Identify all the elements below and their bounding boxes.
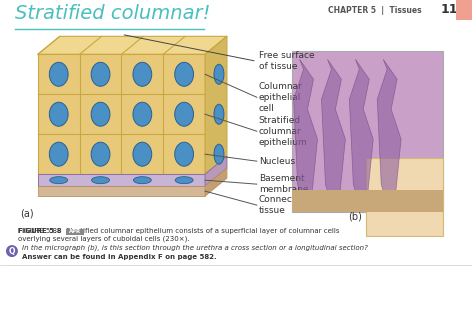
Ellipse shape xyxy=(91,177,109,184)
Text: Answer can be found in Appendix F on page 582.: Answer can be found in Appendix F on pag… xyxy=(22,254,217,260)
Bar xyxy=(292,51,443,212)
Ellipse shape xyxy=(175,177,193,184)
Text: Basement
membrane: Basement membrane xyxy=(259,174,308,194)
Text: Connective
tissue: Connective tissue xyxy=(259,195,310,215)
Polygon shape xyxy=(205,168,227,196)
Polygon shape xyxy=(38,174,205,186)
Text: FIGURE 5.8: FIGURE 5.8 xyxy=(18,228,62,234)
Bar xyxy=(292,190,443,212)
Text: CHAPTER 5  |  Tissues: CHAPTER 5 | Tissues xyxy=(328,6,422,15)
Polygon shape xyxy=(38,54,205,174)
Bar xyxy=(366,158,443,236)
Text: (b): (b) xyxy=(348,211,362,221)
Text: Q: Q xyxy=(9,247,15,256)
Polygon shape xyxy=(321,59,346,204)
Circle shape xyxy=(6,245,18,257)
Ellipse shape xyxy=(133,142,152,166)
Ellipse shape xyxy=(175,142,193,166)
Ellipse shape xyxy=(91,142,110,166)
Ellipse shape xyxy=(50,177,68,184)
Ellipse shape xyxy=(91,62,110,86)
FancyBboxPatch shape xyxy=(456,0,472,20)
Polygon shape xyxy=(38,36,227,54)
Text: Free surface
of tissue: Free surface of tissue xyxy=(259,51,314,71)
Polygon shape xyxy=(205,36,227,174)
Text: In the micrograph (b), is this section through the urethra a cross section or a : In the micrograph (b), is this section t… xyxy=(22,245,368,251)
Polygon shape xyxy=(38,186,205,196)
Ellipse shape xyxy=(91,102,110,126)
Text: 111: 111 xyxy=(441,4,467,16)
Polygon shape xyxy=(377,59,401,204)
Ellipse shape xyxy=(214,144,224,164)
Ellipse shape xyxy=(49,142,68,166)
Polygon shape xyxy=(205,156,227,186)
Text: Columnar
epithelial
cell: Columnar epithelial cell xyxy=(259,82,303,113)
Text: FIGURE 5.8    Stratified columnar epithelium consists of a superficial layer of : FIGURE 5.8 Stratified columnar epitheliu… xyxy=(18,228,339,241)
Text: APR: APR xyxy=(69,229,81,234)
Bar xyxy=(66,229,83,235)
Polygon shape xyxy=(349,59,373,204)
Ellipse shape xyxy=(175,62,193,86)
Ellipse shape xyxy=(214,64,224,84)
Ellipse shape xyxy=(175,102,193,126)
Ellipse shape xyxy=(133,102,152,126)
Text: (a): (a) xyxy=(20,208,34,218)
Ellipse shape xyxy=(133,62,152,86)
Text: Stratified
columnar
epithelium: Stratified columnar epithelium xyxy=(259,115,308,147)
Polygon shape xyxy=(293,59,318,204)
Ellipse shape xyxy=(49,62,68,86)
Ellipse shape xyxy=(133,177,151,184)
Text: Stratified columnar!: Stratified columnar! xyxy=(15,4,210,23)
Text: Nucleus: Nucleus xyxy=(259,157,295,166)
Ellipse shape xyxy=(214,104,224,124)
Ellipse shape xyxy=(49,102,68,126)
